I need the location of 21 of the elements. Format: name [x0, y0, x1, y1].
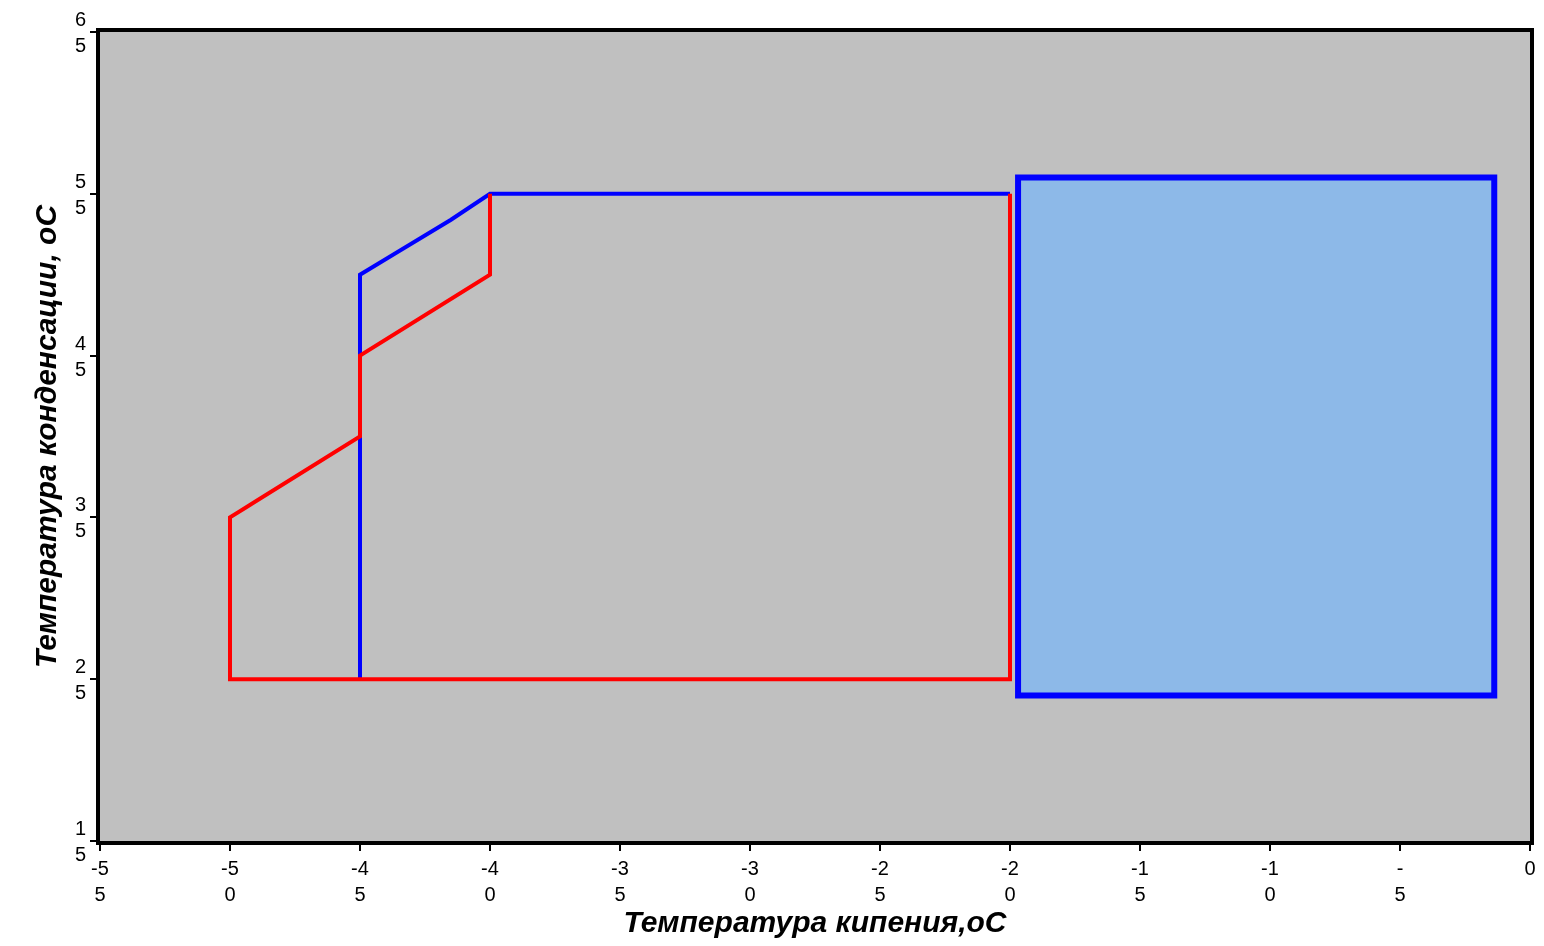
- x-tick-label: -4 0: [481, 857, 499, 905]
- y-tick-label: 6 5: [74, 8, 86, 56]
- x-tick-label: 0: [1524, 857, 1536, 879]
- x-axis-title: Температура кипения,oC: [623, 905, 1008, 938]
- x-tick-label: -2 5: [871, 857, 889, 905]
- line-series: [228, 191, 1012, 682]
- x-tick-label: -1 5: [1131, 857, 1149, 905]
- x-tick-label: -3 0: [741, 857, 759, 905]
- y-tick-label: 4 5: [74, 331, 86, 380]
- y-tick-label: 5 5: [74, 169, 86, 218]
- y-tick-label: 2 5: [74, 655, 86, 704]
- y-tick-label: 1 5: [74, 817, 86, 865]
- y-axis-title: Температура конденсации, oC: [29, 203, 63, 669]
- x-tick-label: -5 5: [91, 857, 109, 905]
- x-tick-label: -1 0: [1261, 857, 1279, 905]
- x-tick-label: -4 5: [351, 857, 369, 905]
- x-tick-label: -3 5: [611, 857, 629, 905]
- y-tick-label: 3 5: [74, 493, 86, 542]
- x-tick-label: - 5: [1394, 857, 1406, 905]
- x-tick-label: -2 0: [1001, 857, 1019, 905]
- x-tick-label: -5 0: [221, 857, 239, 905]
